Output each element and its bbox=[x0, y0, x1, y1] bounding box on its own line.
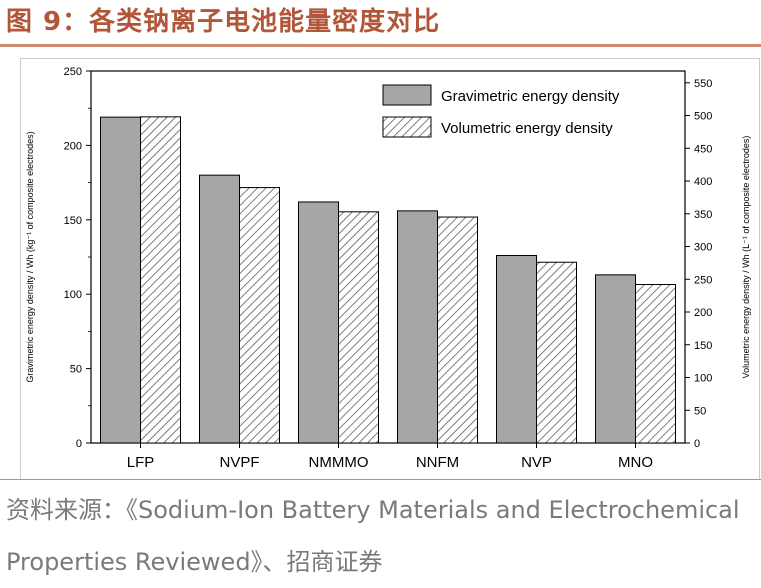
right-axis-title: Volumetric energy density / Wh (L⁻¹ of c… bbox=[741, 136, 751, 379]
x-axis-category-label: NMMMO bbox=[309, 454, 369, 471]
left-axis-tick-label: 200 bbox=[64, 140, 82, 152]
legend-label-gravimetric: Gravimetric energy density bbox=[441, 88, 620, 105]
legend-swatch-volumetric bbox=[382, 116, 432, 138]
gravimetric-bar bbox=[100, 116, 141, 444]
volumetric-bar bbox=[338, 211, 379, 444]
volumetric-bar bbox=[140, 116, 181, 444]
volumetric-bar bbox=[437, 216, 478, 444]
x-axis-category-label: LFP bbox=[127, 454, 155, 471]
gravimetric-bar bbox=[298, 201, 339, 444]
right-axis-tick-label: 50 bbox=[694, 405, 706, 417]
volumetric-bar bbox=[239, 187, 280, 444]
right-axis-tick-label: 0 bbox=[694, 438, 700, 450]
right-axis-tick-label: 200 bbox=[694, 307, 712, 319]
left-axis-tick-label: 50 bbox=[70, 364, 82, 376]
legend-label-volumetric: Volumetric energy density bbox=[441, 120, 613, 137]
right-axis-tick-label: 350 bbox=[694, 209, 712, 221]
gravimetric-bar bbox=[397, 210, 438, 444]
gravimetric-bar bbox=[199, 174, 240, 444]
volumetric-bar bbox=[536, 261, 577, 444]
left-axis-tick-label: 0 bbox=[76, 438, 82, 450]
right-axis-tick-label: 550 bbox=[694, 78, 712, 90]
left-axis-title: Gravimetric energy density / Wh (kg⁻¹ of… bbox=[25, 131, 35, 382]
gravimetric-bar bbox=[595, 274, 636, 444]
x-axis-category-label: NVP bbox=[521, 454, 552, 471]
right-axis-tick-label: 300 bbox=[694, 242, 712, 254]
right-axis-tick-label: 400 bbox=[694, 176, 712, 188]
x-axis-category-label: NNFM bbox=[416, 454, 459, 471]
right-axis-tick-label: 500 bbox=[694, 111, 712, 123]
legend-swatch-gravimetric bbox=[382, 84, 432, 106]
source-note: 资料来源：《Sodium-Ion Battery Materials and E… bbox=[6, 496, 740, 576]
title-divider bbox=[0, 44, 761, 47]
volumetric-bar bbox=[635, 284, 676, 444]
right-axis-tick-label: 450 bbox=[694, 143, 712, 155]
left-axis-tick-label: 150 bbox=[64, 215, 82, 227]
figure-title: 图 9：各类钠离子电池能量密度对比 bbox=[6, 7, 441, 37]
gravimetric-bar bbox=[496, 255, 537, 444]
source-divider bbox=[0, 479, 761, 480]
left-axis-tick-label: 100 bbox=[64, 289, 82, 301]
energy-density-chart: 0 50 100 150 200 250 0 50 100 150 200 250 300 350 400 4… bbox=[25, 66, 751, 471]
right-axis-tick-label: 250 bbox=[694, 274, 712, 286]
right-axis-tick-label: 100 bbox=[694, 373, 712, 385]
right-axis-tick-label: 150 bbox=[694, 340, 712, 352]
x-axis-category-label: MNO bbox=[618, 454, 653, 471]
left-axis-tick-label: 250 bbox=[64, 66, 82, 78]
x-axis-category-label: NVPF bbox=[219, 454, 259, 471]
chart-frame: 0 50 100 150 200 250 0 50 100 150 200 250 300 350 400 4… bbox=[20, 58, 760, 480]
